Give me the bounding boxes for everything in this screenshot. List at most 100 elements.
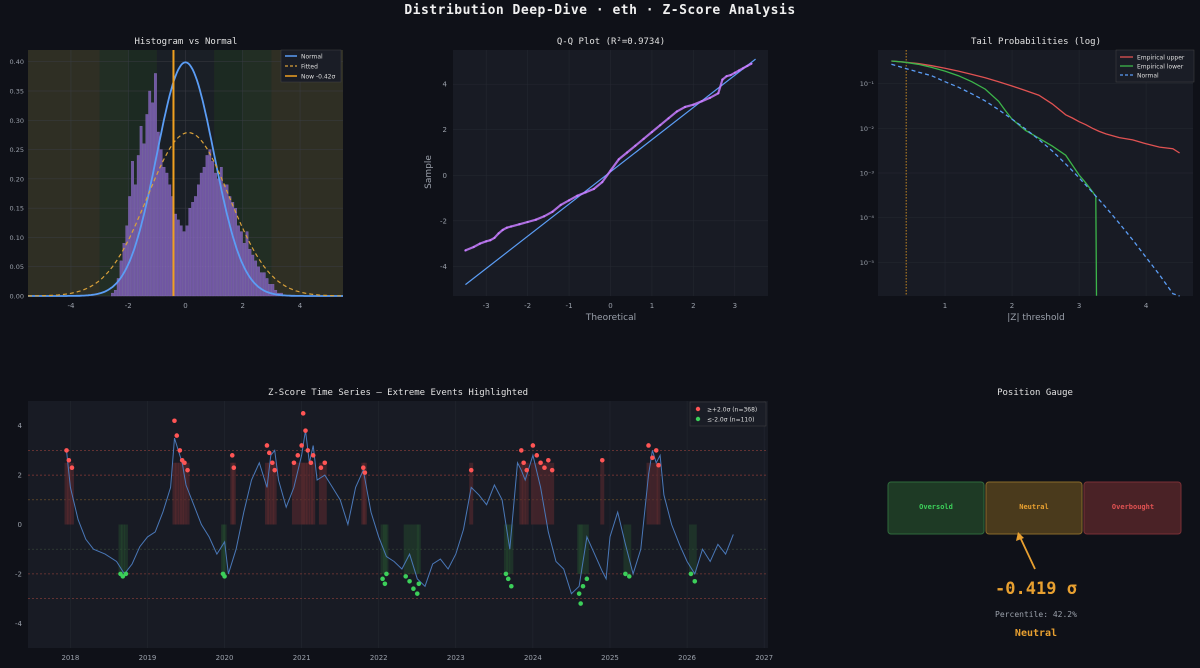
extreme-high-point <box>264 443 270 448</box>
qq-point <box>708 96 712 99</box>
qq-point <box>667 117 670 120</box>
qq-xtick-label: -3 <box>483 302 490 310</box>
extreme-high-point <box>521 460 526 466</box>
extreme-high-point <box>653 448 659 453</box>
extreme-high-span <box>322 462 327 525</box>
qq-point <box>617 158 620 161</box>
extreme-low-span <box>688 524 693 574</box>
extreme-low-span <box>222 524 227 574</box>
extreme-low-span <box>380 524 385 574</box>
histogram-bar <box>219 166 223 297</box>
zseries-xtick-label: 2026 <box>678 654 696 662</box>
tail-normal-line <box>891 63 1180 297</box>
qq-xtick-label: 3 <box>733 302 737 310</box>
qq-point <box>742 67 745 70</box>
extreme-high-span <box>66 462 71 525</box>
extreme-high-span <box>291 462 296 525</box>
histogram-bar <box>194 196 197 297</box>
histogram-bar <box>185 225 189 297</box>
extreme-low-span <box>623 524 628 574</box>
histogram-bar <box>271 284 275 297</box>
histogram-bar <box>260 272 263 297</box>
extreme-high-point <box>266 450 272 456</box>
extreme-low-span <box>411 524 416 574</box>
extreme-high-span <box>185 462 190 525</box>
histogram-bar <box>156 131 160 297</box>
extreme-high-span <box>654 462 659 525</box>
extreme-low-point <box>626 574 632 579</box>
extreme-high-point <box>64 448 69 453</box>
histogram-bar <box>113 289 117 297</box>
qq-point <box>733 71 736 74</box>
extreme-low-point <box>407 579 412 584</box>
tail-empirical-lower-line <box>891 60 1098 296</box>
qq-point <box>721 78 724 81</box>
extreme-low-span <box>407 524 412 574</box>
qq-point <box>625 151 629 154</box>
qq-point <box>650 130 654 134</box>
qq-ytick-label: 0 <box>443 172 447 180</box>
zseries-ytick-label: 2 <box>18 472 22 480</box>
histogram-bar <box>174 213 177 297</box>
extreme-high-point <box>182 460 187 466</box>
qq-title: Q-Q Plot (R²=0.9734) <box>557 37 665 47</box>
histogram-bar <box>268 284 272 297</box>
extreme-high-span <box>542 462 547 525</box>
qq-xtick-label: -2 <box>524 302 531 310</box>
extreme-high-point <box>303 428 308 433</box>
extreme-low-span <box>506 524 511 574</box>
extreme-high-span <box>600 462 605 525</box>
histogram-bar <box>228 196 232 297</box>
extreme-high-point <box>69 465 75 470</box>
extreme-high-span <box>174 462 179 525</box>
extreme-low-span <box>692 524 697 574</box>
extreme-high-point <box>322 460 328 466</box>
extreme-high-span <box>301 462 306 525</box>
extreme-low-span <box>403 524 408 574</box>
qq-ytick-label: 4 <box>443 81 448 89</box>
extreme-low-span <box>509 524 514 574</box>
qq-xtick-label: -1 <box>566 302 573 310</box>
gauge-zone-overbought-label: Overbought <box>1112 503 1154 511</box>
extreme-high-span <box>524 462 529 525</box>
extreme-low-span <box>503 524 508 574</box>
extreme-low-span <box>120 524 125 574</box>
qq-point <box>746 64 749 68</box>
extreme-high-span <box>267 462 272 525</box>
histogram-xtick-label: 0 <box>183 302 187 310</box>
histogram-bar <box>217 178 220 297</box>
extreme-high-point <box>524 467 530 473</box>
tail-ytick-label: 10⁻³ <box>860 170 875 178</box>
legend-now: Now -0.42σ <box>301 74 335 81</box>
fitted-curve <box>28 131 343 297</box>
histogram-bar <box>197 184 200 297</box>
extreme-high-span <box>519 462 524 525</box>
qq-point <box>737 69 741 72</box>
qq-point <box>518 223 521 226</box>
extreme-low-point <box>692 579 698 584</box>
extreme-high-point <box>546 457 551 463</box>
extreme-high-point <box>646 443 651 448</box>
gauge-percentile: Percentile: 42.2% <box>995 610 1077 619</box>
qq-ylabel: Sample <box>424 155 434 189</box>
qq-point <box>729 73 732 77</box>
histogram-bar <box>188 207 192 297</box>
extreme-high-span <box>264 462 269 525</box>
extreme-high-point <box>229 453 235 458</box>
qq-point <box>684 105 687 109</box>
page-title: Distribution Deep-Dive · eth · Z-Score A… <box>404 3 796 18</box>
qq-point <box>567 199 571 202</box>
tail-title: Tail Probabilities (log) <box>971 37 1101 47</box>
extreme-low-point <box>414 591 420 596</box>
extreme-high-span <box>469 462 474 525</box>
extreme-high-span <box>656 462 661 525</box>
qq-point <box>472 245 475 249</box>
histogram-bar <box>265 278 269 297</box>
qq-point <box>576 194 579 197</box>
histogram-bar <box>214 172 217 297</box>
histogram-bar <box>179 225 183 297</box>
legend-fitted: Fitted <box>301 64 318 71</box>
histogram-bar <box>257 266 260 297</box>
qq-ytick-label: 2 <box>443 126 447 134</box>
extreme-high-point <box>172 418 177 424</box>
